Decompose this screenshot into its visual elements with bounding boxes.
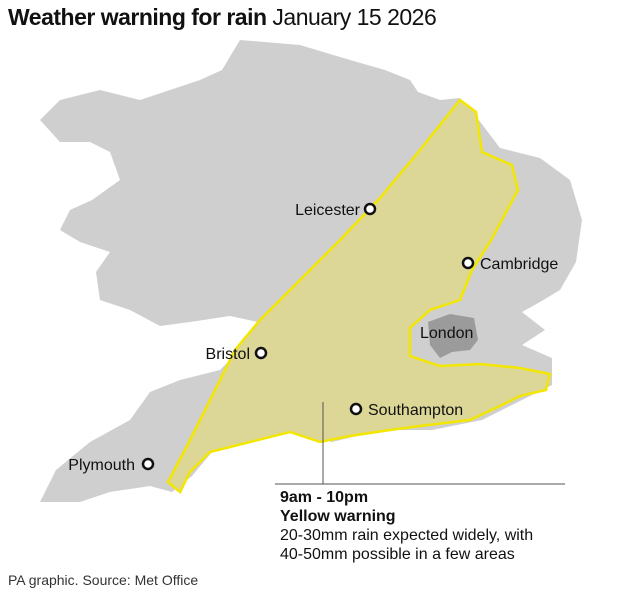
warning-level: Yellow warning <box>280 508 396 525</box>
title-date: January 15 2026 <box>272 4 437 30</box>
warning-desc-1: 20-30mm rain expected widely, with <box>280 527 534 544</box>
svg-text:Plymouth: Plymouth <box>68 457 135 474</box>
warning-desc-2: 40-50mm possible in a few areas <box>280 546 515 563</box>
warning-legend: 9am - 10pm Yellow warning 20-30mm rain e… <box>280 488 533 564</box>
city-southampton: Southampton <box>349 402 463 419</box>
yellow-warning-area <box>166 98 552 494</box>
title-bold: Weather warning for rain <box>8 4 267 30</box>
city-bristol: Bristol <box>206 346 268 363</box>
city-leicester: Leicester <box>295 202 377 219</box>
map-title: Weather warning for rain January 15 2026 <box>8 4 437 31</box>
svg-text:Southampton: Southampton <box>368 402 463 419</box>
london-area <box>428 314 478 358</box>
source-credit: PA graphic. Source: Met Office <box>8 572 199 588</box>
city-cambridge: Cambridge <box>461 256 558 273</box>
svg-text:Leicester: Leicester <box>295 202 361 219</box>
svg-text:Cambridge: Cambridge <box>480 256 558 273</box>
city-plymouth: Plymouth <box>68 457 155 474</box>
svg-text:Bristol: Bristol <box>206 346 250 363</box>
warning-time: 9am - 10pm <box>280 489 369 506</box>
city-london: London <box>420 325 473 342</box>
